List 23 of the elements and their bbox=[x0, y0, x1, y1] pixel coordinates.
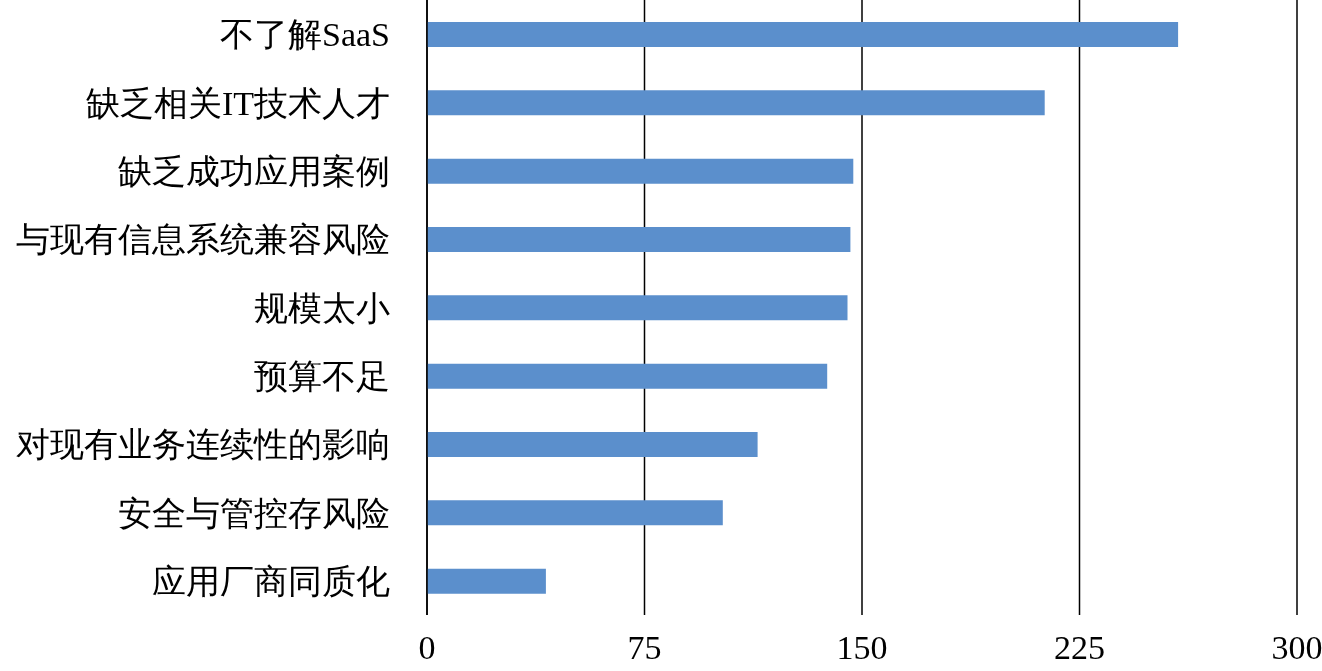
y-tick-label: 对现有业务连续性的影响 bbox=[16, 426, 390, 464]
bar bbox=[427, 90, 1045, 116]
y-tick-label: 规模太小 bbox=[254, 289, 390, 327]
bar bbox=[427, 568, 546, 594]
x-tick-label: 150 bbox=[836, 629, 888, 667]
bar bbox=[427, 432, 758, 457]
bar bbox=[427, 227, 851, 252]
x-tick-label: 0 bbox=[418, 629, 436, 667]
bar bbox=[427, 295, 848, 321]
bar bbox=[427, 363, 828, 389]
x-tick-label: 300 bbox=[1271, 629, 1322, 667]
y-tick-label: 与现有信息系统兼容风险 bbox=[16, 221, 390, 259]
bar bbox=[427, 158, 854, 184]
y-tick-label: 预算不足 bbox=[254, 357, 390, 395]
y-tick-label: 缺乏相关IT技术人才 bbox=[85, 84, 390, 122]
y-tick-label: 缺乏成功应用案例 bbox=[118, 152, 390, 190]
y-tick-label: 不了解SaaS bbox=[220, 16, 390, 54]
bar bbox=[427, 500, 723, 526]
x-tick-label: 75 bbox=[627, 629, 662, 667]
bar bbox=[427, 22, 1179, 47]
y-tick-label: 安全与管控存风险 bbox=[118, 494, 390, 532]
y-tick-label: 应用厂商同质化 bbox=[152, 562, 390, 600]
x-tick-label: 225 bbox=[1054, 629, 1105, 667]
